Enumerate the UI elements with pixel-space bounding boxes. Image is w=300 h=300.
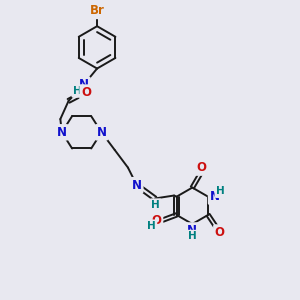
Text: H: H [73,86,82,96]
Text: N: N [132,179,142,192]
Text: N: N [187,224,197,237]
Text: N: N [57,126,67,139]
Text: N: N [79,78,89,91]
Text: H: H [188,231,197,242]
Text: Br: Br [90,4,104,17]
Text: N: N [97,126,106,139]
Text: H: H [151,200,160,210]
Text: H: H [147,221,156,231]
Text: O: O [215,226,225,239]
Text: O: O [197,161,207,174]
Text: H: H [216,186,225,197]
Text: N: N [210,190,220,203]
Text: O: O [81,86,91,99]
Text: O: O [152,214,162,227]
